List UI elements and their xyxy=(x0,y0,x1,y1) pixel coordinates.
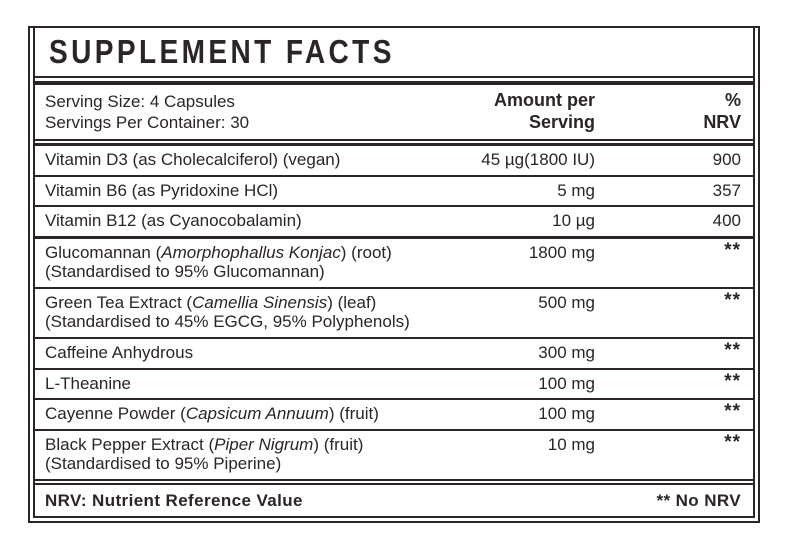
ingredient-name-text: Glucomannan ( xyxy=(45,242,162,262)
ingredient-latin-name: Camellia Sinensis xyxy=(192,292,328,312)
ingredient-name: Vitamin D3 (as Cholecalciferol) (vegan) xyxy=(35,150,435,170)
ingredient-nrv: ** xyxy=(724,340,741,362)
row-divider xyxy=(35,174,753,177)
row-divider xyxy=(35,205,753,208)
divider-thin xyxy=(35,76,753,78)
ingredient-nrv: ** xyxy=(724,289,741,311)
ingredient-name: Vitamin B12 (as Cyanocobalamin) xyxy=(35,211,435,231)
ingredient-amount: 45 µg(1800 IU) xyxy=(481,150,595,170)
label-inner-panel: SUPPLEMENT FACTS Serving Size: 4 Capsule… xyxy=(33,28,755,518)
ingredient-name: Glucomannan (Amorphophallus Konjac) (roo… xyxy=(35,243,435,282)
ingredient-row: Green Tea Extract (Camellia Sinensis) (l… xyxy=(35,289,753,337)
column-header-amount-line1: Amount per xyxy=(494,90,595,110)
ingredient-standardisation: (Standardised to 95% Piperine) xyxy=(45,454,282,474)
ingredient-amount: 500 mg xyxy=(538,292,595,312)
ingredient-nrv: 900 xyxy=(712,150,741,170)
divider-thin xyxy=(35,478,753,481)
ingredient-latin-name: Capsicum Annuum xyxy=(185,404,329,424)
ingredient-name-text: Vitamin B6 (as Pyridoxine HCl) xyxy=(45,180,279,200)
ingredient-name-text: Vitamin D3 (as Cholecalciferol) (vegan) xyxy=(45,150,341,170)
ingredient-nrv: 357 xyxy=(712,180,741,200)
ingredient-row: L-Theanine 100 mg ** xyxy=(35,370,753,399)
ingredient-standardisation: (Standardised to 95% Glucomannan) xyxy=(45,262,325,282)
ingredient-row: Vitamin D3 (as Cholecalciferol) (vegan) 4… xyxy=(35,146,753,175)
column-header-nrv-line1: % xyxy=(724,90,741,110)
ingredient-nrv: ** xyxy=(724,401,741,423)
ingredient-latin-name: Amorphophallus Konjac xyxy=(161,242,341,262)
row-divider xyxy=(35,367,753,370)
ingredient-name: Caffeine Anhydrous xyxy=(35,343,435,363)
ingredient-amount: 300 mg xyxy=(538,343,595,363)
column-header-nrv: % NRV xyxy=(595,90,753,133)
label-title: SUPPLEMENT FACTS xyxy=(49,33,395,70)
ingredient-name-suffix: ) (leaf) xyxy=(327,292,377,312)
column-header-nrv-line2: NRV xyxy=(703,111,741,132)
servings-per-container: Servings Per Container: 30 xyxy=(45,112,250,132)
divider-heavy xyxy=(35,81,753,85)
ingredient-name-text: Cayenne Powder ( xyxy=(45,404,186,424)
ingredient-row: Vitamin B6 (as Pyridoxine HCl) 5 mg 357 xyxy=(35,177,753,206)
row-divider xyxy=(35,235,753,239)
ingredient-nrv: ** xyxy=(724,239,741,261)
divider-thin xyxy=(35,139,753,142)
ingredient-row: Vitamin B12 (as Cyanocobalamin) 10 µg 400 xyxy=(35,207,753,236)
ingredient-amount: 10 µg xyxy=(552,211,595,231)
nrv-definition: NRV: Nutrient Reference Value xyxy=(45,490,303,510)
row-divider xyxy=(35,286,753,289)
ingredient-name: Green Tea Extract (Camellia Sinensis) (l… xyxy=(35,293,435,332)
ingredient-name-text: L-Theanine xyxy=(45,373,132,393)
supplement-facts-label: SUPPLEMENT FACTS Serving Size: 4 Capsule… xyxy=(28,26,760,523)
column-header-amount-line2: Serving xyxy=(528,111,595,132)
serving-size: Serving Size: 4 Capsules xyxy=(45,91,235,111)
header-section: Serving Size: 4 Capsules Servings Per Co… xyxy=(35,85,753,139)
ingredient-amount: 5 mg xyxy=(557,180,595,200)
ingredient-name: L-Theanine xyxy=(35,374,435,394)
footer-section: NRV: Nutrient Reference Value ** No NRV xyxy=(35,485,753,516)
ingredient-rows: Vitamin D3 (as Cholecalciferol) (vegan) 4… xyxy=(35,146,753,479)
ingredient-amount: 100 mg xyxy=(538,373,595,393)
divider-medium xyxy=(35,143,753,147)
ingredient-name-suffix: ) (fruit) xyxy=(313,434,364,454)
ingredient-name-text: Vitamin B12 (as Cyanocobalamin) xyxy=(45,211,302,231)
ingredient-name-suffix: ) (root) xyxy=(340,242,392,262)
ingredient-name-text: Caffeine Anhydrous xyxy=(45,343,194,363)
row-divider xyxy=(35,337,753,340)
title-section: SUPPLEMENT FACTS xyxy=(35,28,753,76)
ingredient-row: Black Pepper Extract (Piper Nigrum) (fru… xyxy=(35,431,753,479)
ingredient-name: Vitamin B6 (as Pyridoxine HCl) xyxy=(35,181,435,201)
ingredient-amount: 100 mg xyxy=(538,404,595,424)
ingredient-name-text: Black Pepper Extract ( xyxy=(45,434,215,454)
ingredient-latin-name: Piper Nigrum xyxy=(214,434,314,454)
ingredient-name-text: Green Tea Extract ( xyxy=(45,292,193,312)
ingredient-row: Cayenne Powder (Capsicum Annuum) (fruit)… xyxy=(35,400,753,429)
row-divider xyxy=(35,428,753,431)
ingredient-name-suffix: ) (fruit) xyxy=(328,404,379,424)
ingredient-amount: 1800 mg xyxy=(528,242,595,262)
divider-thin xyxy=(35,482,753,485)
ingredient-nrv: ** xyxy=(724,370,741,392)
ingredient-name: Black Pepper Extract (Piper Nigrum) (fru… xyxy=(35,435,435,474)
ingredient-amount: 10 mg xyxy=(547,434,595,454)
ingredient-standardisation: (Standardised to 45% EGCG, 95% Polypheno… xyxy=(45,312,410,332)
ingredient-nrv: ** xyxy=(724,431,741,453)
ingredient-row: Caffeine Anhydrous 300 mg ** xyxy=(35,339,753,368)
ingredient-name: Cayenne Powder (Capsicum Annuum) (fruit) xyxy=(35,404,435,424)
no-nrv-note: ** No NRV xyxy=(656,490,741,510)
row-divider xyxy=(35,398,753,401)
serving-info: Serving Size: 4 Capsules Servings Per Co… xyxy=(35,91,435,134)
ingredient-nrv: 400 xyxy=(712,211,741,231)
column-header-amount: Amount per Serving xyxy=(435,90,595,133)
ingredient-row: Glucomannan (Amorphophallus Konjac) (roo… xyxy=(35,239,753,287)
